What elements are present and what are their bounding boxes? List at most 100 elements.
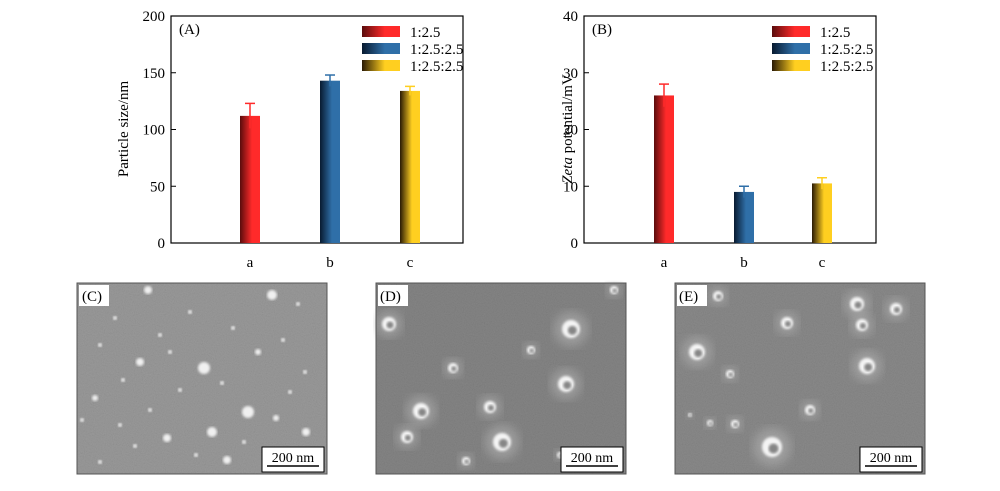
y-tick-label: 150	[143, 66, 166, 82]
y-tick-label: 100	[143, 123, 166, 139]
particle	[267, 290, 277, 300]
panel-label: (E)	[679, 289, 698, 305]
panel-label: (B)	[592, 22, 612, 38]
particle	[296, 302, 300, 306]
particle-size-chart: (A) Particle size/nm 0 50 100 150 200 a b c 1:…	[116, 9, 464, 271]
panel-label-box: (D)	[378, 285, 408, 306]
particle	[118, 423, 122, 427]
particle	[144, 286, 152, 294]
particle-core	[708, 421, 712, 425]
particle-core	[854, 301, 862, 309]
y-tick-label: 200	[143, 9, 166, 25]
particle	[273, 415, 279, 421]
x-tick-label: a	[661, 255, 668, 271]
legend-swatch	[772, 43, 810, 54]
particle	[220, 381, 224, 385]
particle-core	[893, 306, 900, 313]
x-tick-label: b	[740, 255, 748, 271]
particle-core	[418, 408, 427, 417]
legend: 1:2.51:2.5:2.51:2.5:2.5	[772, 25, 873, 75]
scale-bar-label: 200 nm	[870, 451, 913, 466]
particle-core	[451, 366, 457, 372]
bar-a	[240, 115, 260, 243]
particle	[121, 378, 125, 382]
sem-image-c: (C) 200 nm	[76, 282, 328, 475]
particle-core	[567, 325, 577, 335]
y-tick-label: 10	[563, 179, 578, 195]
bar-a	[654, 95, 674, 243]
scale-bar: 200 nm	[261, 446, 325, 473]
x-tick-label: c	[819, 255, 826, 271]
particle	[198, 362, 210, 374]
particle-core	[386, 321, 394, 329]
x-tick-label: c	[407, 255, 414, 271]
scale-bar-label: 200 nm	[571, 451, 614, 466]
particle	[98, 343, 102, 347]
particle	[242, 440, 246, 444]
panel-label: (C)	[82, 289, 102, 305]
bar-b	[320, 80, 340, 243]
particles	[681, 286, 908, 466]
legend-label: 1:2.5	[820, 25, 850, 41]
particle	[231, 326, 235, 330]
scale-bar: 200 nm	[859, 446, 923, 473]
x-tick-label: a	[247, 255, 254, 271]
particle-core	[464, 459, 469, 464]
y-tick-label: 30	[563, 66, 578, 82]
particle	[188, 310, 192, 314]
legend: 1:2.51:2.5:2.51:2.5:2.5	[362, 25, 463, 75]
particle-core	[864, 363, 873, 372]
particle	[242, 406, 254, 418]
particle-core	[689, 414, 692, 417]
panel-label: (D)	[380, 289, 401, 305]
particle-core	[716, 294, 722, 300]
particles	[375, 282, 622, 469]
y-tick-label: 20	[563, 123, 578, 139]
legend-label: 1:2.5	[410, 25, 440, 41]
particle	[98, 460, 102, 464]
particle	[163, 434, 171, 442]
particle-core	[768, 443, 779, 454]
particle	[223, 456, 231, 464]
particle-core	[487, 404, 494, 411]
bars	[654, 83, 832, 243]
legend-swatch	[772, 26, 810, 37]
sem-image-d: (D) 200 nm	[375, 282, 627, 475]
y-tick-label: 40	[563, 9, 578, 25]
particle-core	[859, 322, 866, 329]
particle	[194, 453, 198, 457]
y-axis-label-rest: potential/mV	[560, 74, 576, 157]
y-tick-label: 0	[158, 236, 166, 252]
particle-core	[529, 348, 534, 353]
particle	[178, 388, 182, 392]
particle-core	[733, 422, 738, 427]
y-tick-label: 0	[571, 236, 579, 252]
legend-swatch	[362, 60, 400, 71]
x-tick-label: b	[326, 255, 334, 271]
particles	[80, 286, 310, 464]
particle	[136, 358, 144, 366]
y-tick-label: 50	[150, 179, 165, 195]
particle	[288, 390, 292, 394]
particle	[302, 428, 310, 436]
legend-swatch	[772, 60, 810, 71]
scale-bar: 200 nm	[560, 446, 624, 473]
particle	[158, 333, 162, 337]
particle-core	[808, 408, 814, 414]
particle-core	[694, 349, 703, 358]
legend-swatch	[362, 26, 400, 37]
y-ticks: 0 50 100 150 200	[143, 9, 176, 252]
legend-label: 1:2.5:2.5	[820, 59, 873, 75]
particle	[255, 349, 261, 355]
particle-core	[784, 320, 791, 327]
particle	[113, 316, 117, 320]
particle	[303, 370, 307, 374]
particle	[92, 395, 98, 401]
scale-bar-label: 200 nm	[272, 451, 315, 466]
panel-label-box: (C)	[79, 285, 109, 306]
y-axis-label-italic: Zeta	[560, 157, 576, 184]
bar-b	[734, 191, 754, 243]
panel-label-box: (E)	[677, 285, 707, 306]
particle-core	[612, 288, 617, 293]
particle	[168, 350, 172, 354]
